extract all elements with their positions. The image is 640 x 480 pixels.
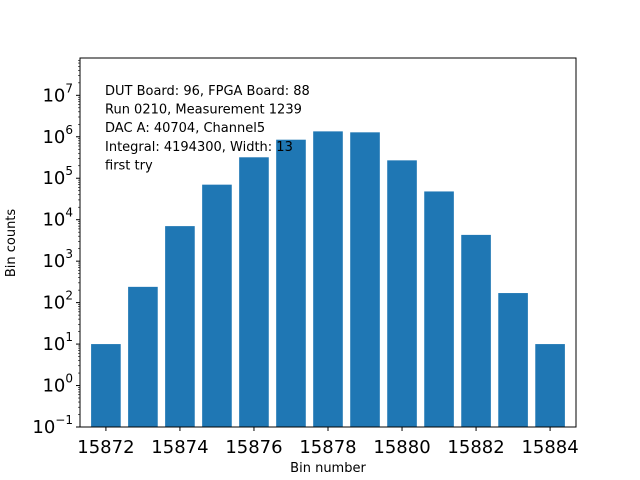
x-ticks: 15872 15874 15876 15878 15880 15882 15884 xyxy=(77,427,579,458)
bar-15880 xyxy=(387,160,417,427)
y-tick-label: 102 xyxy=(42,289,73,314)
bars-group xyxy=(91,131,565,428)
bar-15876 xyxy=(239,157,269,428)
x-axis-label: Bin number xyxy=(290,461,366,476)
annotation-line: DUT Board: 96, FPGA Board: 88 xyxy=(105,84,310,99)
y-tick-label: 101 xyxy=(42,330,73,355)
annotation-line: first try xyxy=(105,158,153,173)
y-tick-label: 100 xyxy=(42,372,73,397)
annotation-line: DAC A: 40704, Channel5 xyxy=(105,121,265,136)
x-tick-label: 15884 xyxy=(521,437,578,458)
y-tick-label: 105 xyxy=(42,164,73,189)
y-axis-label: Bin counts xyxy=(4,209,19,278)
bar-15879 xyxy=(350,132,380,427)
x-tick-label: 15876 xyxy=(225,437,282,458)
bar-15882 xyxy=(461,234,491,427)
y-tick-label: 10−1 xyxy=(32,413,73,438)
y-tick-label: 104 xyxy=(42,206,73,231)
x-tick-label: 15882 xyxy=(447,437,504,458)
y-tick-label: 107 xyxy=(42,81,73,106)
y-tick-label: 106 xyxy=(42,123,73,148)
bar-15873 xyxy=(128,286,158,427)
x-tick-label: 15878 xyxy=(299,437,356,458)
annotation-line: Integral: 4194300, Width: 13 xyxy=(105,140,293,155)
bar-15884 xyxy=(535,344,565,427)
bar-15874 xyxy=(165,226,195,427)
bar-15872 xyxy=(91,344,121,427)
bar-15883 xyxy=(498,293,528,427)
bar-15878 xyxy=(313,131,343,427)
bar-15881 xyxy=(424,191,454,427)
bar-15877 xyxy=(276,139,306,427)
y-minor-ticks xyxy=(78,59,80,415)
annotation-block: DUT Board: 96, FPGA Board: 88 Run 0210, M… xyxy=(105,84,310,173)
annotation-line: Run 0210, Measurement 1239 xyxy=(105,103,302,118)
y-tick-label: 103 xyxy=(42,247,73,272)
x-tick-label: 15880 xyxy=(373,437,430,458)
x-tick-label: 15874 xyxy=(151,437,208,458)
x-tick-label: 15872 xyxy=(77,437,134,458)
bar-15875 xyxy=(202,184,232,427)
y-ticks: 10−1 100 101 102 103 104 105 106 107 xyxy=(32,81,80,438)
